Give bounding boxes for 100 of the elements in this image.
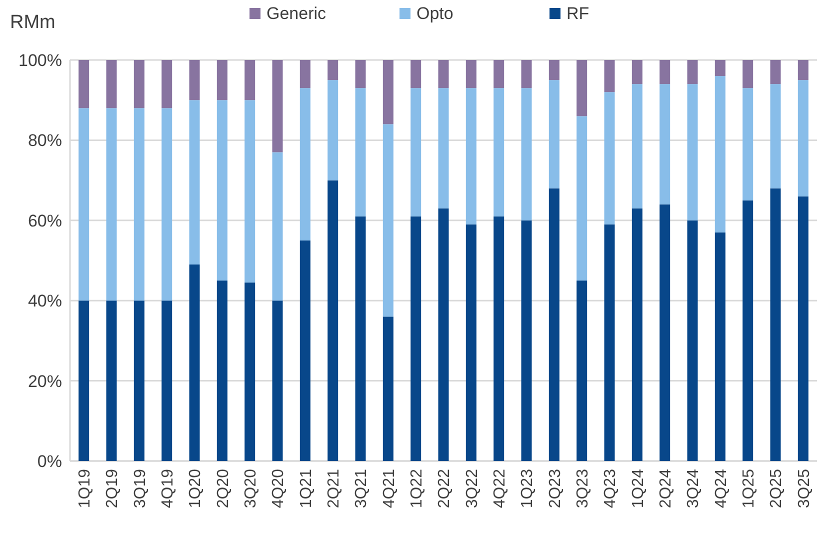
bar — [798, 80, 808, 196]
legend-label: RF — [566, 4, 590, 23]
bar — [494, 88, 504, 216]
bar — [632, 208, 642, 461]
bar — [244, 100, 256, 283]
bar — [714, 60, 726, 76]
bar — [604, 224, 615, 461]
y-tick-label: 20% — [28, 372, 62, 391]
x-tick-label: 2Q19 — [104, 468, 122, 508]
bar — [770, 188, 781, 461]
bar — [494, 216, 504, 461]
bar — [244, 60, 256, 100]
x-tick-label: 1Q23 — [519, 468, 536, 508]
bar — [382, 60, 394, 124]
bar — [714, 76, 726, 232]
legend-label: Generic — [266, 4, 327, 23]
bar — [466, 60, 476, 88]
bar — [162, 60, 172, 108]
bar — [632, 84, 642, 208]
bar — [438, 208, 449, 461]
bar — [189, 264, 200, 461]
x-tick-label: 2Q20 — [214, 468, 232, 508]
bar — [687, 220, 698, 461]
bar — [521, 220, 532, 461]
x-tick-label: 4Q20 — [270, 468, 288, 508]
bar — [272, 152, 283, 301]
bar — [798, 60, 808, 80]
x-tick-label: 4Q19 — [159, 468, 176, 508]
x-tick-label: 3Q24 — [685, 468, 702, 508]
bar — [355, 88, 366, 216]
x-tick-label: 3Q21 — [353, 468, 370, 508]
x-tick-label: 2Q25 — [768, 468, 786, 508]
bar — [162, 300, 172, 461]
bar — [660, 204, 670, 461]
bar — [328, 60, 338, 80]
x-tick-label: 4Q24 — [712, 468, 730, 508]
bar — [632, 60, 642, 84]
bar — [382, 124, 394, 317]
x-tick-label: 3Q25 — [796, 468, 813, 508]
bar — [134, 108, 144, 301]
bar — [742, 200, 754, 461]
bar — [770, 60, 781, 84]
x-tick-label: 2Q21 — [325, 468, 342, 508]
x-tick-label: 4Q23 — [602, 468, 620, 508]
bar — [438, 60, 449, 88]
bar — [328, 80, 338, 180]
bar — [216, 60, 228, 100]
bar — [300, 88, 310, 240]
bar — [189, 60, 200, 100]
bar — [134, 300, 144, 461]
x-tick-label: 2Q23 — [546, 468, 564, 508]
bar — [742, 88, 754, 200]
bar — [576, 116, 588, 281]
bar — [189, 100, 200, 265]
bar — [521, 88, 532, 220]
y-tick-label: 40% — [28, 292, 62, 311]
bar — [438, 88, 449, 208]
bar — [576, 60, 588, 116]
bar — [687, 84, 698, 220]
bar — [714, 232, 726, 461]
y-axis-title: RMm — [10, 12, 56, 33]
x-tick-label: 4Q22 — [491, 468, 508, 508]
x-tick-label: 1Q24 — [630, 468, 647, 508]
x-tick-label: 1Q25 — [740, 468, 758, 508]
bar — [410, 216, 422, 461]
x-tick-label: 3Q23 — [574, 468, 592, 508]
x-tick-label: 3Q19 — [132, 468, 149, 508]
bar — [660, 84, 670, 204]
x-tick-label: 1Q21 — [298, 468, 315, 508]
bar — [410, 88, 422, 216]
bar — [272, 300, 283, 461]
bar — [466, 224, 476, 461]
x-tick-label: 2Q24 — [657, 468, 674, 508]
bar — [548, 188, 560, 461]
bar — [604, 60, 615, 92]
bar — [770, 84, 781, 188]
bar — [106, 300, 117, 461]
bar — [216, 100, 228, 281]
bar — [78, 300, 90, 461]
bar — [300, 60, 310, 88]
bar — [742, 60, 754, 88]
bar — [78, 108, 90, 301]
legend-label: Opto — [416, 4, 454, 23]
bar — [660, 60, 670, 84]
bar — [410, 60, 422, 88]
x-tick-label: 4Q21 — [380, 468, 398, 508]
y-tick-label: 100% — [18, 50, 62, 70]
bar — [548, 80, 560, 188]
bar — [494, 60, 504, 88]
bar — [328, 180, 338, 461]
bar — [466, 88, 476, 224]
bar — [244, 282, 256, 461]
x-tick-label: 3Q22 — [464, 468, 481, 508]
y-tick-label: 80% — [28, 131, 62, 150]
bar — [78, 60, 90, 108]
x-tick-label: 1Q22 — [408, 468, 426, 508]
bar — [604, 92, 615, 224]
bar — [382, 316, 394, 461]
bar — [521, 60, 532, 88]
x-tick-label: 1Q20 — [187, 468, 204, 508]
